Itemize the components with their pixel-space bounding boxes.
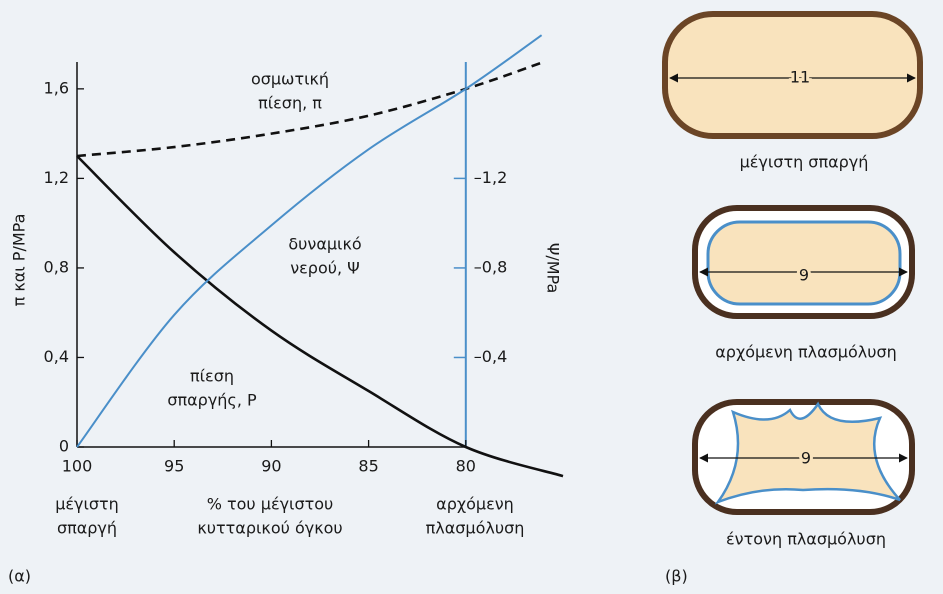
annotation: πίεση [190,367,234,386]
x-tick-label: 90 [261,457,281,476]
x-end-label: μέγιστη [55,495,119,514]
x-tick-label: 95 [164,457,184,476]
cell-size: 9 [801,449,811,468]
y2-tick-label: –1,2 [474,168,507,187]
x-tick-label: 85 [358,457,378,476]
x-end-label: σπαργή [57,519,117,538]
panel-label: (β) [665,567,688,586]
cell-size: 11 [790,68,810,87]
x-end-label: πλασμόλυση [426,519,525,538]
y-tick-label: 1,6 [44,78,69,97]
protoplast [714,401,901,505]
line-series [76,34,543,448]
y-axis-label: π και P/MPa [10,214,29,307]
x-tick-label: 100 [62,457,93,476]
x-axis-label: % του μέγιστου [207,495,334,514]
y2-axis-label: Ψ/MPa [544,243,563,294]
cell-caption: μέγιστη σπαργή [740,153,869,172]
line-series [76,155,564,478]
x-axis-label: κυτταρικού όγκου [197,519,342,538]
cell-size: 9 [799,266,809,285]
annotation: σπαργής, P [167,391,257,410]
y-tick-label: 0,4 [44,347,69,366]
panel-label: (α) [8,567,31,586]
protoplast [706,220,902,306]
y2-tick-label: –0,8 [474,257,507,276]
y-tick-label: 0,8 [44,257,69,276]
x-end-label: αρχόμενη [436,495,514,514]
annotation: νερού, Ψ [290,259,360,278]
y-tick-label: 0 [59,437,69,456]
y2-tick-label: –0,4 [474,347,507,366]
y-tick-label: 1,2 [44,168,69,187]
cell-caption: έντονη πλασμόλυση [726,530,886,549]
chart: 0 0,4 0,8 1,2 1,6 100 95 90 85 80 –0,4 –0,8 –1,2 οσμω… [8,34,564,586]
panel-b: 11 μέγιστη σπαργή 9 αρχόμενη πλασμόλυση … [662,11,923,586]
cell-caption: αρχόμενη πλασμόλυση [715,343,897,362]
annotation: δυναμικό [288,235,361,254]
annotation: οσμωτική [251,70,329,89]
x-tick-label: 80 [456,457,476,476]
annotation: πίεση, π [258,94,322,113]
